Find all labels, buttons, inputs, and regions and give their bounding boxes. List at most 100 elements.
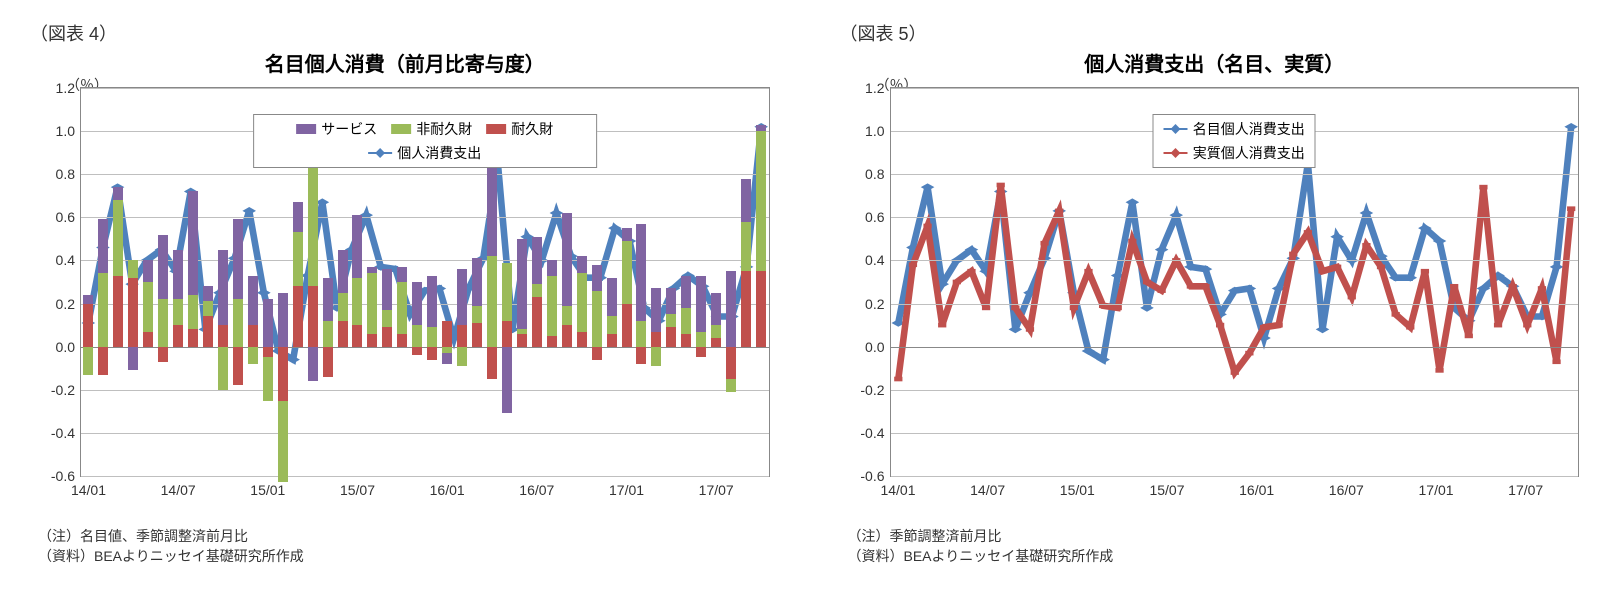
- bar-segment: [248, 325, 258, 347]
- bar-segment: [188, 295, 198, 329]
- bar-segment: [681, 276, 691, 308]
- figure-4-label: （図表 4）: [30, 20, 790, 46]
- line-marker: [1274, 323, 1282, 328]
- bar-segment: [143, 260, 153, 282]
- bar-segment: [218, 325, 228, 347]
- line-marker: [1069, 306, 1077, 311]
- bar-segment: [696, 347, 706, 358]
- bar-segment: [517, 239, 527, 330]
- bar-segment: [263, 357, 273, 400]
- bar-segment: [517, 334, 527, 347]
- line-marker: [1376, 265, 1384, 270]
- bar-segment: [412, 347, 422, 356]
- line-marker: [1523, 323, 1531, 328]
- ytick-label: -0.2: [51, 382, 75, 398]
- ytick-label: 0.0: [56, 339, 75, 355]
- line-marker: [1333, 265, 1341, 270]
- bar-segment: [233, 299, 243, 346]
- line-marker: [1289, 252, 1297, 257]
- bar-segment: [427, 276, 437, 328]
- line-marker: [1450, 284, 1458, 289]
- bar-segment: [83, 295, 93, 304]
- figure-4-legend: サービス非耐久財耐久財個人消費支出: [253, 114, 597, 168]
- bar-segment: [577, 273, 587, 331]
- bar-segment: [218, 347, 228, 390]
- bar-segment: [308, 347, 318, 381]
- bar-segment: [263, 299, 273, 346]
- bar-segment: [323, 278, 333, 321]
- line-marker: [1303, 230, 1311, 235]
- bar-segment: [562, 306, 572, 325]
- bar-segment: [442, 353, 452, 364]
- bar-segment: [726, 347, 736, 379]
- bar-segment: [83, 304, 93, 347]
- bar-segment: [128, 260, 138, 277]
- bar-segment: [308, 286, 318, 346]
- figure-4-note: （注）名目値、季節調整済前月比: [38, 527, 790, 547]
- xtick-label: 15/01: [1060, 482, 1095, 498]
- legend-swatch: [486, 124, 506, 134]
- line-marker: [1011, 306, 1019, 311]
- line-marker: [894, 377, 902, 382]
- line-marker: [1259, 325, 1267, 330]
- panel-figure-4: （図表 4） 名目個人消費（前月比寄与度） （％） サービス非耐久財耐久財個人消…: [20, 20, 790, 566]
- bar-segment: [711, 293, 721, 325]
- bar-segment: [323, 347, 333, 377]
- xtick-label: 17/07: [699, 482, 734, 498]
- bar-segment: [577, 332, 587, 347]
- xtick-label: 16/01: [430, 482, 465, 498]
- line-marker: [996, 183, 1004, 188]
- bar-segment: [308, 168, 318, 287]
- xtick-label: 15/07: [1149, 482, 1184, 498]
- bar-segment: [98, 219, 108, 273]
- bar-segment: [472, 258, 482, 305]
- bar-segment: [98, 273, 108, 346]
- bar-segment: [651, 332, 661, 347]
- line-marker: [1464, 334, 1472, 339]
- bar-segment: [98, 347, 108, 375]
- bar-segment: [158, 299, 168, 346]
- xtick-label: 16/07: [519, 482, 554, 498]
- bar-segment: [352, 325, 362, 347]
- bar-segment: [696, 332, 706, 347]
- figure-5-label: （図表 5）: [840, 20, 1600, 46]
- bar-segment: [442, 321, 452, 347]
- bar-segment: [517, 329, 527, 333]
- line-marker: [938, 323, 946, 328]
- line-marker: [1008, 326, 1022, 334]
- bar-segment: [397, 282, 407, 334]
- ytick-label: -0.4: [860, 425, 884, 441]
- bar-segment: [502, 263, 512, 321]
- line-marker: [923, 224, 931, 229]
- line-marker: [1552, 359, 1560, 364]
- ytick-label: 0.0: [865, 339, 884, 355]
- line-marker: [1435, 368, 1443, 373]
- line-marker: [1157, 288, 1165, 293]
- legend-item: 名目個人消費支出: [1164, 119, 1305, 139]
- xtick-label: 15/01: [250, 482, 285, 498]
- bar-segment: [367, 273, 377, 333]
- bar-segment: [128, 278, 138, 347]
- ytick-label: 0.4: [56, 252, 75, 268]
- bar-segment: [382, 269, 392, 310]
- figure-4-plot-wrap: （％） サービス非耐久財耐久財個人消費支出 -0.6-0.4-0.20.00.2…: [20, 67, 790, 527]
- bar-segment: [622, 304, 632, 347]
- xtick-label: 14/01: [880, 482, 915, 498]
- xtick-label: 16/01: [1239, 482, 1274, 498]
- bar-segment: [487, 347, 497, 379]
- line-marker: [1128, 239, 1136, 244]
- bar-segment: [412, 325, 422, 347]
- bar-segment: [188, 191, 198, 294]
- bar-segment: [756, 131, 766, 271]
- bar-segment: [651, 347, 661, 366]
- ytick-label: 0.8: [865, 166, 884, 182]
- bar-segment: [741, 271, 751, 346]
- line-marker: [1215, 323, 1223, 328]
- bar-segment: [547, 276, 557, 336]
- bar-segment: [397, 334, 407, 347]
- bar-segment: [352, 215, 362, 278]
- bar-segment: [203, 316, 213, 346]
- line-marker: [1493, 323, 1501, 328]
- line-marker: [1549, 263, 1563, 271]
- bar-segment: [502, 321, 512, 347]
